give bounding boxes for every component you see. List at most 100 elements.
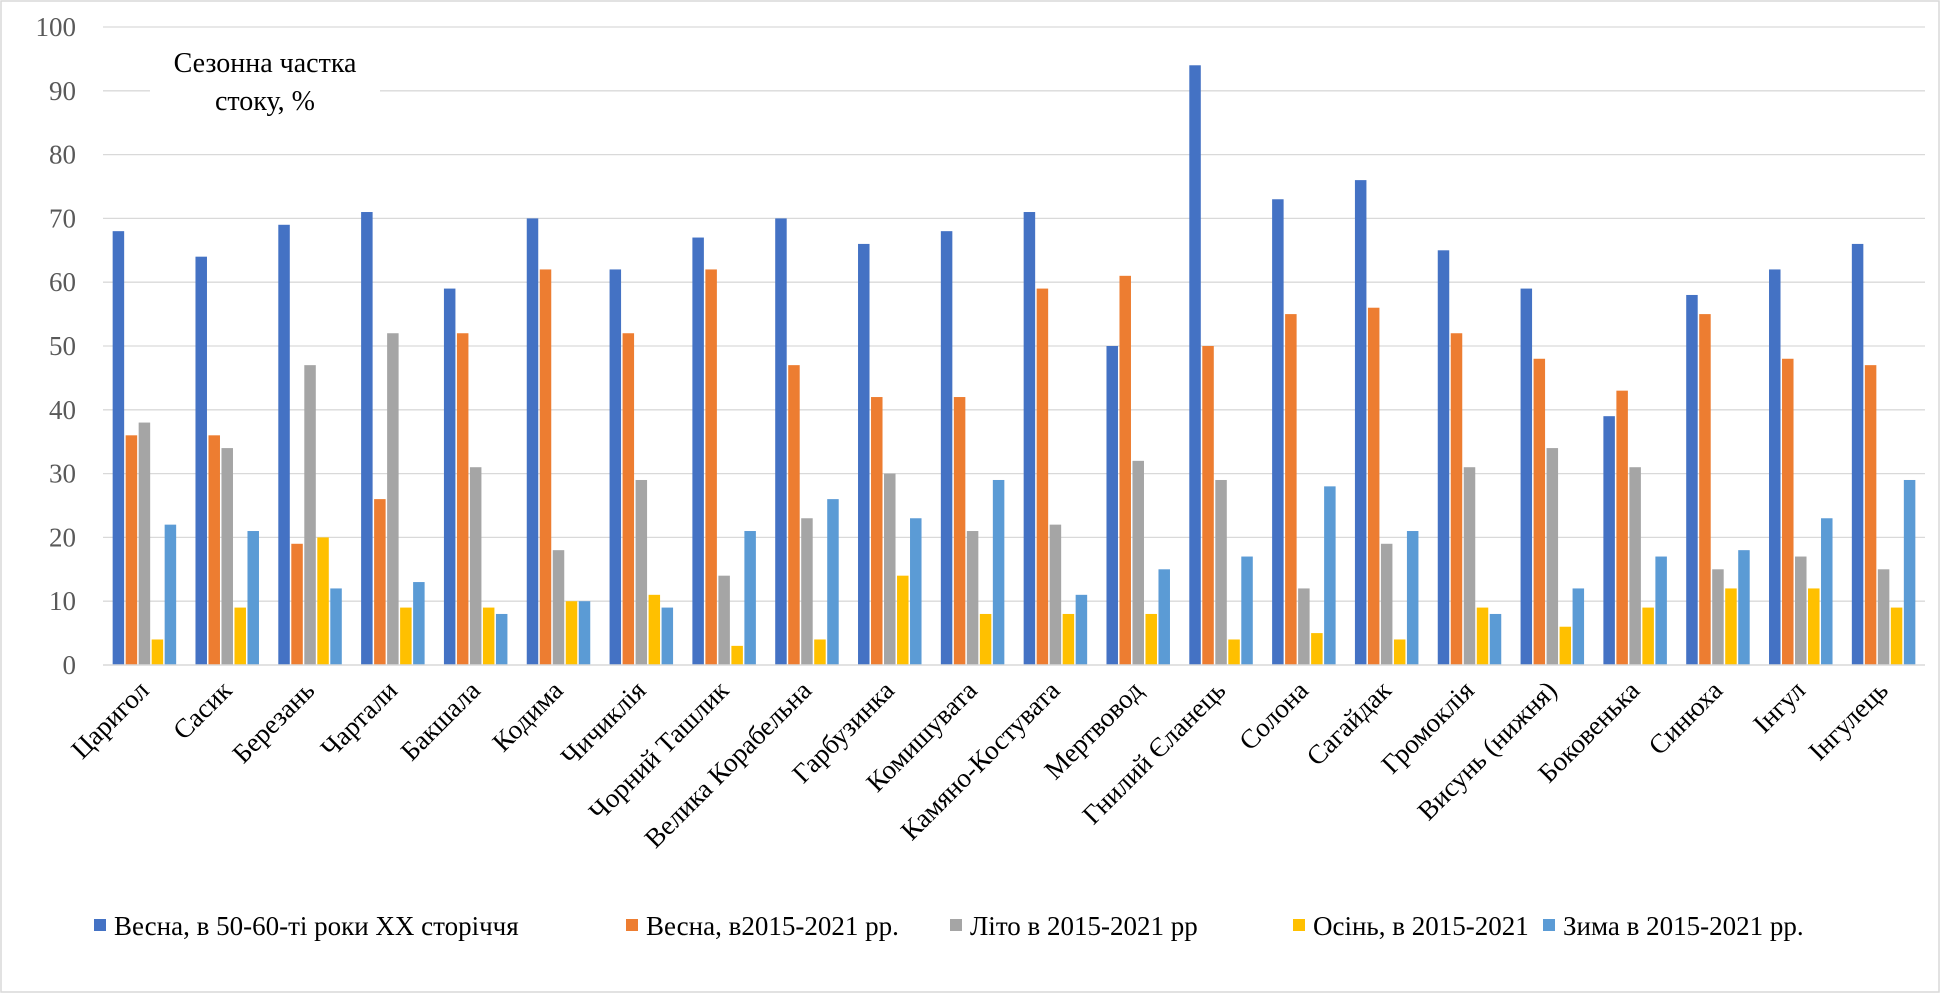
bar bbox=[164, 524, 177, 665]
y-tick-label: 70 bbox=[49, 203, 76, 233]
bar bbox=[208, 435, 220, 665]
bar bbox=[884, 473, 896, 665]
bar bbox=[469, 467, 482, 665]
bar bbox=[374, 499, 386, 665]
bar bbox=[1738, 550, 1750, 665]
bar bbox=[1119, 275, 1131, 665]
bar bbox=[1062, 613, 1075, 665]
bar bbox=[1642, 607, 1654, 665]
bar bbox=[814, 639, 826, 665]
legend-swatch bbox=[626, 919, 638, 931]
bar bbox=[1463, 467, 1476, 665]
legend-label: Літо в 2015-2021 рр bbox=[970, 911, 1198, 941]
bar bbox=[1354, 180, 1367, 665]
bar bbox=[112, 231, 125, 665]
bar bbox=[801, 518, 813, 665]
bar bbox=[692, 237, 704, 666]
bar bbox=[1272, 199, 1284, 665]
bar bbox=[827, 499, 839, 665]
bar bbox=[539, 269, 552, 665]
bar bbox=[992, 479, 1005, 665]
bar bbox=[1380, 543, 1393, 665]
bar bbox=[413, 582, 425, 665]
y-tick-label: 40 bbox=[49, 395, 76, 425]
bar bbox=[1769, 269, 1781, 665]
bar bbox=[1603, 416, 1615, 665]
y-tick-label: 20 bbox=[49, 522, 76, 552]
bar bbox=[578, 601, 591, 665]
bar bbox=[1298, 588, 1310, 665]
y-tick-label: 90 bbox=[49, 76, 76, 106]
bar bbox=[1189, 65, 1201, 665]
legend-swatch bbox=[1293, 919, 1305, 931]
bar bbox=[1655, 556, 1667, 665]
bar bbox=[1489, 613, 1502, 665]
bar bbox=[1075, 594, 1088, 665]
bar bbox=[1559, 626, 1572, 665]
bar bbox=[1877, 569, 1890, 665]
legend-swatch bbox=[1543, 919, 1555, 931]
bar bbox=[1725, 588, 1737, 665]
bar bbox=[330, 588, 342, 665]
bar bbox=[482, 607, 495, 665]
bar bbox=[1795, 556, 1807, 665]
bar bbox=[622, 333, 635, 665]
bar bbox=[317, 537, 329, 665]
bar bbox=[1616, 390, 1628, 665]
bar bbox=[1036, 288, 1049, 665]
bar bbox=[775, 218, 787, 665]
bar bbox=[221, 448, 233, 665]
bar bbox=[966, 531, 979, 665]
legend: Весна, в 50-60-ті роки ХХ сторіччя Весна,… bbox=[94, 911, 1804, 941]
bar bbox=[151, 639, 164, 665]
bar bbox=[1712, 569, 1724, 665]
bar bbox=[661, 607, 674, 665]
bar bbox=[1450, 333, 1463, 665]
bars bbox=[112, 65, 1916, 666]
bar bbox=[1049, 524, 1062, 665]
bar bbox=[278, 224, 290, 665]
bar bbox=[247, 531, 259, 665]
bar bbox=[648, 594, 661, 665]
legend-label: Зима в 2015-2021 рр. bbox=[1563, 911, 1804, 941]
bar bbox=[705, 269, 717, 665]
bar bbox=[1546, 448, 1559, 665]
y-tick-label: 10 bbox=[49, 586, 76, 616]
bar bbox=[1520, 288, 1533, 665]
bar bbox=[635, 479, 648, 665]
bar bbox=[1367, 307, 1380, 665]
bar bbox=[1686, 294, 1698, 665]
y-tick-label: 0 bbox=[63, 650, 77, 680]
bar bbox=[1215, 479, 1227, 665]
bar bbox=[1241, 556, 1253, 665]
bar bbox=[1572, 588, 1585, 665]
bar bbox=[138, 422, 151, 665]
bar bbox=[1821, 518, 1833, 665]
bar bbox=[897, 575, 909, 665]
bar bbox=[291, 543, 303, 665]
bar bbox=[940, 231, 953, 665]
y-tick-label: 50 bbox=[49, 331, 76, 361]
bar bbox=[1533, 358, 1546, 665]
y-tick-label: 60 bbox=[49, 267, 76, 297]
bar bbox=[910, 518, 922, 665]
bar bbox=[744, 531, 756, 665]
bar bbox=[456, 333, 469, 665]
bar bbox=[1406, 531, 1419, 665]
bar bbox=[195, 256, 207, 665]
legend-label: Осінь, в 2015-2021 bbox=[1313, 911, 1529, 941]
bar bbox=[1437, 250, 1450, 666]
bar bbox=[1851, 243, 1864, 666]
bar bbox=[858, 243, 870, 666]
bar bbox=[361, 212, 373, 665]
bar bbox=[526, 218, 539, 665]
legend-label: Весна, в2015-2021 рр. bbox=[646, 911, 899, 941]
bar bbox=[1324, 486, 1336, 665]
y-axis-ticks: 0 10 20 30 40 50 60 70 80 90 100 bbox=[36, 12, 77, 680]
bar bbox=[788, 365, 800, 665]
bar bbox=[979, 613, 992, 665]
legend-swatch bbox=[94, 919, 106, 931]
